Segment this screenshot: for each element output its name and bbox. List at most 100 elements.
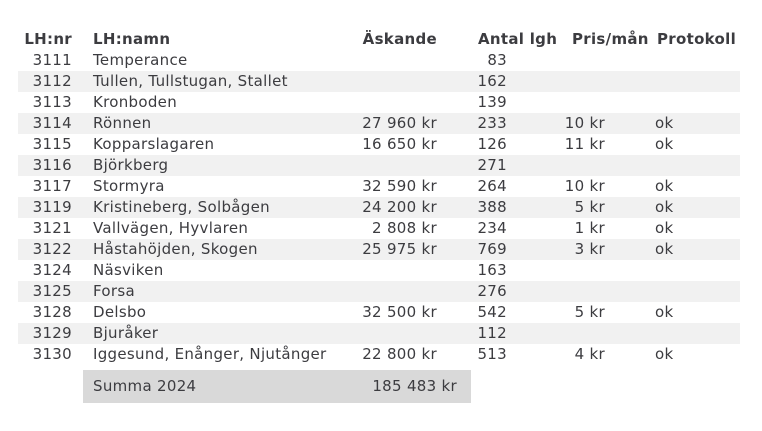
cell-ask: 32 500 kr: [362, 303, 437, 321]
cell-nr: 3128: [32, 303, 72, 321]
col-header-askande: Äskande: [362, 30, 437, 48]
cell-ask: [288, 281, 437, 302]
cell-antal: 234: [477, 219, 507, 237]
cell-nr: 3130: [32, 345, 72, 363]
cell-nr: 3112: [32, 72, 72, 90]
cell-ask: 16 650 kr: [362, 135, 437, 153]
cell-antal: 769: [477, 240, 507, 258]
cell-ask: [288, 92, 437, 113]
cell-pris: 10 kr: [564, 114, 605, 132]
cell-name: Rönnen: [93, 114, 152, 132]
cell-ask: 22 800 kr: [362, 345, 437, 363]
cell-antal: 276: [477, 282, 507, 300]
cell-nr: 3122: [32, 240, 72, 258]
cell-name: Delsbo: [93, 303, 147, 321]
cell-nr: 3124: [32, 261, 72, 279]
cell-antal: 126: [477, 135, 507, 153]
cell-nr: 3113: [32, 93, 72, 111]
table-row: 3129 Bjuråker 112: [18, 323, 740, 344]
cell-pris: [507, 92, 605, 113]
col-header-lh-namn: LH:namn: [93, 30, 171, 48]
cell-antal: 112: [477, 324, 507, 342]
cell-pris: 5 kr: [574, 303, 605, 321]
table-row: 3114 Rönnen 27 960 kr 233 10 kr ok: [18, 113, 740, 134]
table-row: 3124 Näsviken 163: [18, 260, 740, 281]
cell-ask: 25 975 kr: [362, 240, 437, 258]
cell-pris: [507, 50, 605, 71]
cell-pris: 10 kr: [564, 177, 605, 195]
cell-pris: [507, 155, 605, 176]
cell-prot: ok: [655, 240, 674, 258]
col-header-antal-lgh: Antal lgh: [478, 30, 558, 48]
cell-name: Forsa: [93, 282, 135, 300]
col-header-lh-nr: LH:nr: [24, 30, 72, 48]
cell-name: Näsviken: [93, 261, 164, 279]
cell-ask: [288, 155, 437, 176]
table-row: 3125 Forsa 276: [18, 281, 740, 302]
cell-nr: 3119: [32, 198, 72, 216]
cell-antal: 264: [477, 177, 507, 195]
cell-pris: [507, 71, 605, 92]
col-header-pris-man: Pris/mån: [572, 30, 649, 48]
cell-antal: 542: [477, 303, 507, 321]
table-row: 3113 Kronboden 139: [18, 92, 740, 113]
cell-antal: 271: [477, 156, 507, 174]
cell-ask: [288, 50, 437, 71]
table-row: 3128 Delsbo 32 500 kr 542 5 kr ok: [18, 302, 740, 323]
cell-name: Iggesund, Enånger, Njutånger: [93, 345, 327, 363]
cell-nr: 3121: [32, 219, 72, 237]
table-rows: 3111 Temperance 83 3112 Tullen, Tullstugan, …: [18, 50, 740, 365]
cell-antal: 162: [477, 72, 507, 90]
cell-nr: 3117: [32, 177, 72, 195]
table-row: 3111 Temperance 83: [18, 50, 740, 71]
cell-name: Stormyra: [93, 177, 165, 195]
cell-nr: 3125: [32, 282, 72, 300]
cell-name: Bjuråker: [93, 324, 159, 342]
cell-antal: 83: [487, 51, 507, 69]
cell-pris: [507, 281, 605, 302]
cell-antal: 163: [477, 261, 507, 279]
table-header-row: LH:nr LH:namn Äskande Antal lgh Pris/mån…: [18, 29, 740, 50]
cell-antal: 513: [477, 345, 507, 363]
summary-value: 185 483 kr: [372, 377, 457, 395]
cell-name: Tullen, Tullstugan, Stallet: [93, 72, 288, 90]
cell-nr: 3115: [32, 135, 72, 153]
cell-ask: 27 960 kr: [362, 114, 437, 132]
cell-prot: ok: [655, 303, 674, 321]
cell-prot: ok: [655, 177, 674, 195]
cell-name: Kopparslagaren: [93, 135, 215, 153]
table-row: 3122 Håstahöjden, Skogen 25 975 kr 769 3 kr o…: [18, 239, 740, 260]
cell-pris: 1 kr: [574, 219, 605, 237]
cell-ask: [288, 260, 437, 281]
cell-name: Temperance: [93, 51, 188, 69]
cell-prot: ok: [655, 198, 674, 216]
cell-name: Vallvägen, Hyvlaren: [93, 219, 249, 237]
cell-nr: 3129: [32, 324, 72, 342]
table-row: 3116 Björkberg 271: [18, 155, 740, 176]
summary-label: Summa 2024: [93, 377, 197, 395]
cell-name: Björkberg: [93, 156, 169, 174]
table-row: 3117 Stormyra 32 590 kr 264 10 kr ok: [18, 176, 740, 197]
cell-prot: ok: [655, 135, 674, 153]
cell-ask: [288, 71, 437, 92]
cell-pris: 3 kr: [574, 240, 605, 258]
cell-prot: ok: [655, 219, 674, 237]
table-row: 3115 Kopparslagaren 16 650 kr 126 11 kr ok: [18, 134, 740, 155]
table-row: 3130 Iggesund, Enånger, Njutånger 22 800 k…: [18, 344, 740, 365]
cell-antal: 139: [477, 93, 507, 111]
cell-pris: [507, 260, 605, 281]
table-row: 3119 Kristineberg, Solbågen 24 200 kr 388 5 …: [18, 197, 740, 218]
cell-prot: ok: [655, 345, 674, 363]
cell-ask: 24 200 kr: [362, 198, 437, 216]
cell-nr: 3111: [32, 51, 72, 69]
col-header-protokoll: Protokoll: [657, 30, 737, 48]
cell-pris: 5 kr: [574, 198, 605, 216]
cell-nr: 3114: [32, 114, 72, 132]
cell-ask: 32 590 kr: [362, 177, 437, 195]
cell-antal: 388: [477, 198, 507, 216]
cell-ask: 2 808 kr: [372, 219, 437, 237]
summary-row: Summa 2024 185 483 kr: [83, 370, 471, 403]
cell-name: Håstahöjden, Skogen: [93, 240, 258, 258]
table-row: 3121 Vallvägen, Hyvlaren 2 808 kr 234 1 kr ok: [18, 218, 740, 239]
cell-antal: 233: [477, 114, 507, 132]
